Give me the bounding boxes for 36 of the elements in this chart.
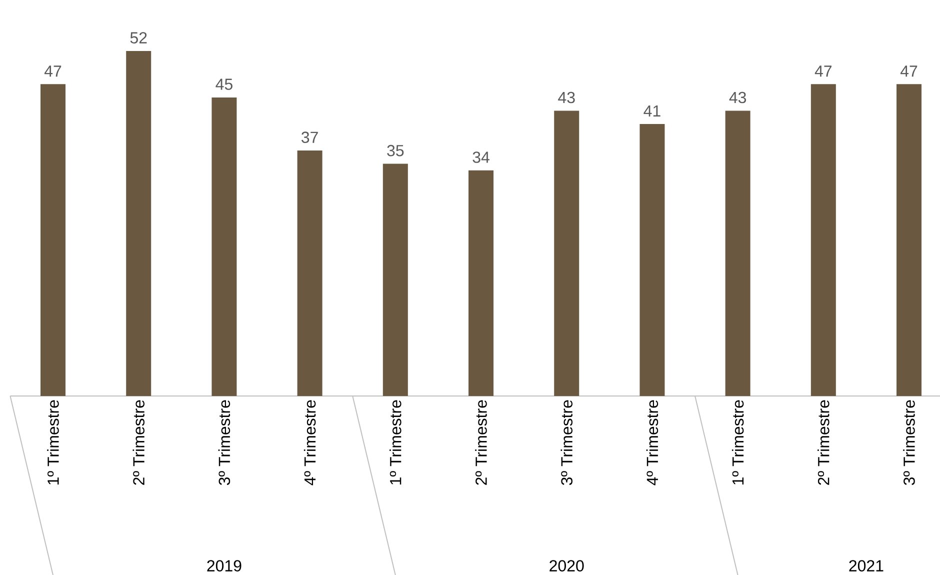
bar [382, 164, 408, 396]
data-label: 47 [900, 66, 918, 77]
data-label: 41 [644, 105, 660, 116]
x-tick-label: 1º Trimestre [732, 400, 744, 484]
bar [640, 124, 665, 396]
bar [468, 170, 494, 396]
x-tick-label: 1º Trimestre [390, 400, 402, 484]
x-tick-label: 3º Trimestre [218, 400, 230, 486]
text: 2021 [849, 560, 884, 572]
bar [126, 50, 152, 396]
bar [40, 84, 66, 396]
text: 2019 [207, 560, 242, 572]
bar [212, 97, 237, 396]
x-tick-label: 2º Trimestre [818, 400, 830, 485]
x-tick-label: 2º Trimestre [475, 400, 487, 485]
x-tick-label: 4º Trimestre [304, 400, 316, 486]
data-label: 37 [302, 132, 318, 143]
x-tick-label: 2º Trimestre [132, 400, 144, 485]
x-tick-label: 1º Trimestre [47, 400, 59, 484]
bar [725, 110, 750, 396]
bar [554, 110, 580, 396]
data-label: 34 [472, 152, 490, 163]
data-label: 43 [558, 92, 575, 104]
x-tick-label: 3º Trimestre [903, 400, 915, 486]
data-label: 52 [130, 32, 147, 44]
bar [896, 84, 922, 396]
bar [810, 84, 836, 396]
data-label: 45 [216, 78, 232, 90]
data-label: 43 [729, 92, 746, 104]
data-label: 47 [44, 66, 62, 77]
x-tick-label: 3º Trimestre [560, 400, 572, 486]
data-label: 35 [387, 144, 404, 156]
bar [297, 150, 322, 396]
data-label: 47 [814, 66, 832, 77]
text: 2020 [550, 560, 584, 572]
x-tick-label: 4º Trimestre [646, 400, 658, 486]
